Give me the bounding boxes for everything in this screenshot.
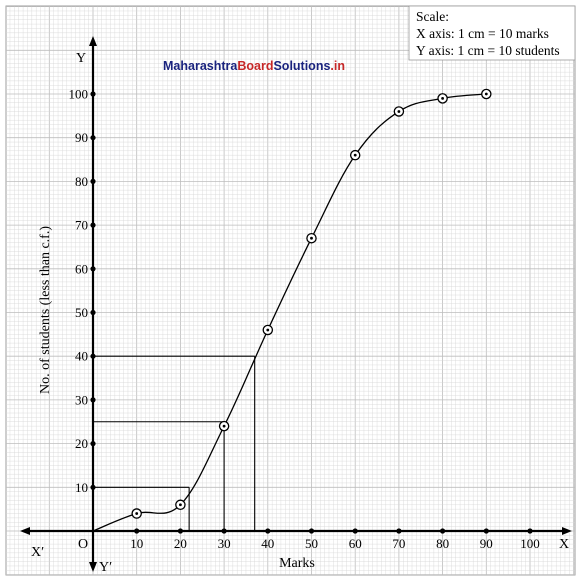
scale-y-line: Y axis: 1 cm = 10 students bbox=[416, 43, 560, 58]
x-tick-dot bbox=[483, 528, 489, 534]
y-tick-label: 80 bbox=[75, 174, 88, 189]
x-axis-arrow-right bbox=[562, 527, 572, 535]
x-tick-dot bbox=[134, 528, 140, 534]
y-tick-label: 40 bbox=[75, 349, 88, 364]
x-tick-dot bbox=[265, 528, 271, 534]
watermark-part-4: .in bbox=[330, 59, 345, 73]
x-tick-dot bbox=[221, 528, 227, 534]
data-point-center bbox=[179, 503, 182, 507]
x-tick-dot bbox=[440, 528, 446, 534]
y-axis-arrow-down bbox=[89, 562, 97, 572]
x-tick-dot bbox=[396, 528, 402, 534]
guide-lines bbox=[93, 355, 256, 531]
y-tick-dot bbox=[90, 353, 96, 359]
y-tick-label: 30 bbox=[75, 392, 88, 407]
x-axis-end-label: X bbox=[559, 537, 569, 552]
y-tick-label: 70 bbox=[75, 218, 88, 233]
data-point-center bbox=[353, 153, 357, 157]
x-tick-label: 90 bbox=[480, 536, 493, 551]
x-tick-dot bbox=[527, 528, 533, 534]
y-tick-label: 90 bbox=[75, 130, 88, 145]
data-point-center bbox=[310, 236, 313, 240]
y-tick-dot bbox=[90, 266, 96, 272]
scale-title: Scale: bbox=[416, 9, 449, 24]
y-tick-dot bbox=[90, 135, 96, 141]
watermark-part-2: Board bbox=[237, 59, 273, 73]
y-tick-label: 10 bbox=[75, 480, 88, 495]
data-point-center bbox=[266, 328, 270, 332]
y-tick-label: 20 bbox=[75, 436, 88, 451]
y-tick-label: 60 bbox=[75, 261, 88, 276]
watermark-logo: MaharashtraBoardSolutions.in bbox=[163, 59, 345, 73]
data-point-center bbox=[484, 92, 488, 96]
y-axis-arrow-up bbox=[89, 36, 97, 46]
data-point-center bbox=[135, 512, 139, 515]
tick-labels: 10 20 30 40 50 60 70 80 90 100 10 20 30 40 50 60 70 80 90 1… bbox=[69, 87, 540, 552]
scale-x-line: X axis: 1 cm = 10 marks bbox=[416, 26, 549, 41]
x-axis-title: Marks bbox=[279, 556, 315, 571]
y-tick-label: 100 bbox=[69, 87, 89, 102]
x-tick-label: 100 bbox=[520, 536, 540, 551]
y-tick-dot bbox=[90, 397, 96, 403]
origin-label: O bbox=[78, 537, 88, 552]
x-tick-dot bbox=[352, 528, 358, 534]
y-tick-label: 50 bbox=[75, 305, 88, 320]
x-tick-label: 30 bbox=[218, 536, 231, 551]
watermark-part-1: Maharashtra bbox=[163, 59, 238, 73]
y-tick-dot bbox=[90, 91, 96, 97]
y-axis-title: No. of students (less than c.f.) bbox=[38, 226, 53, 394]
scale-box bbox=[408, 5, 576, 61]
y-tick-dot bbox=[90, 222, 96, 228]
y-axis-negative-label: Y′ bbox=[99, 560, 112, 575]
x-tick-label: 10 bbox=[130, 536, 143, 551]
x-tick-label: 20 bbox=[174, 536, 187, 551]
x-tick-label: 70 bbox=[392, 536, 405, 551]
axes bbox=[20, 36, 572, 572]
y-tick-dot bbox=[90, 309, 96, 316]
ogive-curve-group bbox=[92, 88, 492, 532]
data-point-center bbox=[222, 424, 226, 428]
x-tick-label: 80 bbox=[436, 536, 449, 551]
x-axis-negative-label: X′ bbox=[31, 545, 44, 560]
x-tick-label: 50 bbox=[305, 536, 318, 551]
x-tick-dot bbox=[308, 528, 315, 534]
y-tick-dot bbox=[90, 178, 96, 184]
x-axis-arrow-left bbox=[20, 527, 30, 535]
y-tick-dot bbox=[90, 484, 96, 490]
y-tick-dot bbox=[90, 441, 96, 447]
watermark-part-3: Solutions bbox=[273, 59, 330, 73]
x-tick-label: 60 bbox=[349, 536, 362, 551]
data-point-center bbox=[397, 110, 401, 113]
x-tick-dot bbox=[177, 528, 183, 534]
y-axis-end-label: Y bbox=[76, 51, 86, 66]
x-tick-label: 40 bbox=[261, 536, 274, 551]
data-point-center bbox=[441, 96, 444, 100]
ogive-curve-line bbox=[92, 93, 487, 532]
